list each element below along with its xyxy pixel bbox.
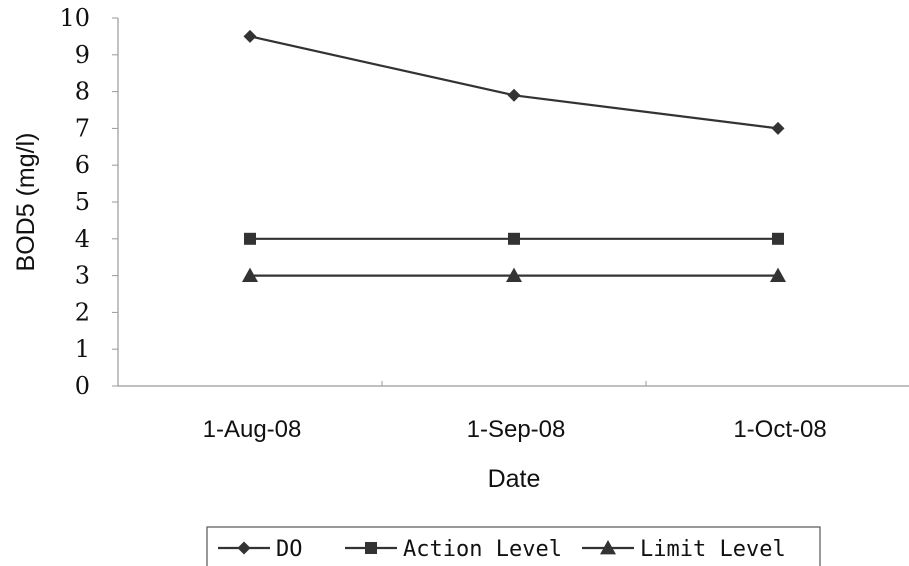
data-point-limit-level (242, 267, 258, 282)
y-tick-label: 4 (75, 225, 90, 253)
legend-marker-limit-level (600, 540, 616, 555)
x-tick-label: 1-Sep-08 (467, 416, 566, 443)
x-tick-label: 1-Aug-08 (203, 416, 302, 443)
x-axis-ticks: 1-Aug-08 1-Sep-08 1-Oct-08 (203, 381, 827, 443)
data-point-limit-level (770, 267, 786, 282)
series-do (243, 29, 785, 135)
y-tick-label: 8 (75, 78, 90, 106)
legend-box (206, 526, 821, 566)
data-point-do (771, 121, 785, 135)
data-point-action-level (772, 232, 784, 245)
y-axis-title: BOD5 (mg/l) (12, 133, 40, 272)
legend-label-limit-level: Limit Level (640, 537, 786, 562)
series-line-do (249, 35, 779, 130)
legend-marker-do (237, 541, 251, 555)
y-tick-label: 3 (75, 262, 90, 290)
y-tick-label: 7 (75, 114, 90, 142)
data-point-action-level (244, 232, 256, 245)
x-axis-title: Date (488, 465, 541, 493)
data-point-action-level (508, 232, 520, 245)
y-tick-label: 9 (75, 41, 90, 69)
y-tick-label: 2 (75, 298, 90, 326)
series-limit-level (242, 267, 786, 282)
data-point-do (243, 29, 257, 43)
series-layer (242, 29, 786, 282)
legend-items: DO Action Level Limit Level (218, 537, 786, 562)
legend-marker-action-level (365, 542, 377, 554)
legend: DO Action Level Limit Level (206, 526, 821, 566)
y-tick-label: 5 (75, 188, 90, 216)
series-action-level (244, 232, 784, 245)
y-tick-label: 10 (59, 4, 90, 32)
y-tick-label: 6 (75, 151, 90, 179)
y-axis-ticks: 0 1 2 3 4 5 6 7 8 9 10 (59, 4, 118, 400)
legend-label-do: DO (276, 537, 303, 562)
legend-label-action-level: Action Level (403, 537, 562, 562)
axes (117, 18, 909, 387)
data-point-do (507, 88, 521, 102)
x-tick-label: 1-Oct-08 (733, 416, 826, 443)
y-tick-label: 1 (75, 335, 90, 363)
data-point-limit-level (506, 267, 522, 282)
y-tick-label: 0 (75, 372, 90, 400)
